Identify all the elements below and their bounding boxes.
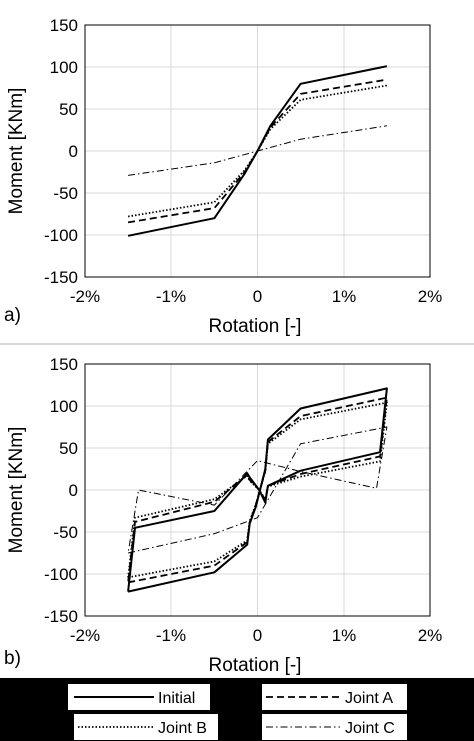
y-tick-label: -150 (44, 268, 78, 287)
y-axis-label: Moment [KNm] (6, 88, 27, 215)
series-lines (127, 387, 388, 593)
y-tick-label: -100 (44, 226, 78, 245)
y-tick-label: 150 (50, 355, 78, 374)
x-tick-label: 1% (332, 626, 357, 645)
x-tick-label: 2% (418, 626, 443, 645)
legend: Initial Joint A Joint B Joint C (0, 678, 474, 741)
series-line-joint-a (127, 396, 388, 584)
x-tick-label: 1% (332, 287, 357, 306)
x-axis-label: Rotation [-] (209, 655, 302, 676)
chart-panel-a: 150 100 50 0 -50 -100 -150 -2% -1% 0 1% … (4, 16, 442, 337)
legend-label: Joint A (345, 690, 393, 707)
x-tick-label: -2% (70, 626, 100, 645)
legend-label: Initial (158, 690, 195, 707)
y-tick-label: 100 (50, 397, 78, 416)
plot-frame (84, 363, 431, 617)
x-tick-label: -2% (70, 287, 100, 306)
x-tick-label: -1% (156, 287, 186, 306)
x-tick-label: 2% (418, 287, 443, 306)
y-tick-label: -100 (44, 565, 78, 584)
series-line-joint-c (128, 125, 387, 176)
y-tick-label: 100 (50, 58, 78, 77)
x-axis-label: Rotation [-] (209, 316, 302, 337)
y-tick-label: -50 (53, 184, 78, 203)
chart-panel-b: 150 100 50 0 -50 -100 -150 -2% -1% 0 1% … (4, 355, 442, 676)
legend-label: Joint B (158, 720, 207, 737)
y-tick-label: 50 (59, 439, 78, 458)
series-line-joint-b (127, 401, 388, 579)
y-tick-label: -150 (44, 607, 78, 626)
panel-letter: b) (4, 648, 21, 669)
y-tick-label: 0 (69, 481, 78, 500)
series-lines (127, 65, 388, 237)
y-tick-label: -50 (53, 523, 78, 542)
y-tick-label: 0 (69, 142, 78, 161)
y-tick-label: 150 (50, 16, 78, 35)
x-tick-label: 0 (253, 626, 262, 645)
legend-label: Joint C (345, 720, 395, 737)
plot-frame (84, 24, 431, 278)
panel-letter: a) (4, 305, 21, 326)
y-axis-label: Moment [KNm] (6, 427, 27, 554)
x-tick-label: 0 (253, 287, 262, 306)
y-tick-label: 50 (59, 100, 78, 119)
series-line-joint-c (127, 426, 388, 554)
x-tick-label: -1% (156, 626, 186, 645)
